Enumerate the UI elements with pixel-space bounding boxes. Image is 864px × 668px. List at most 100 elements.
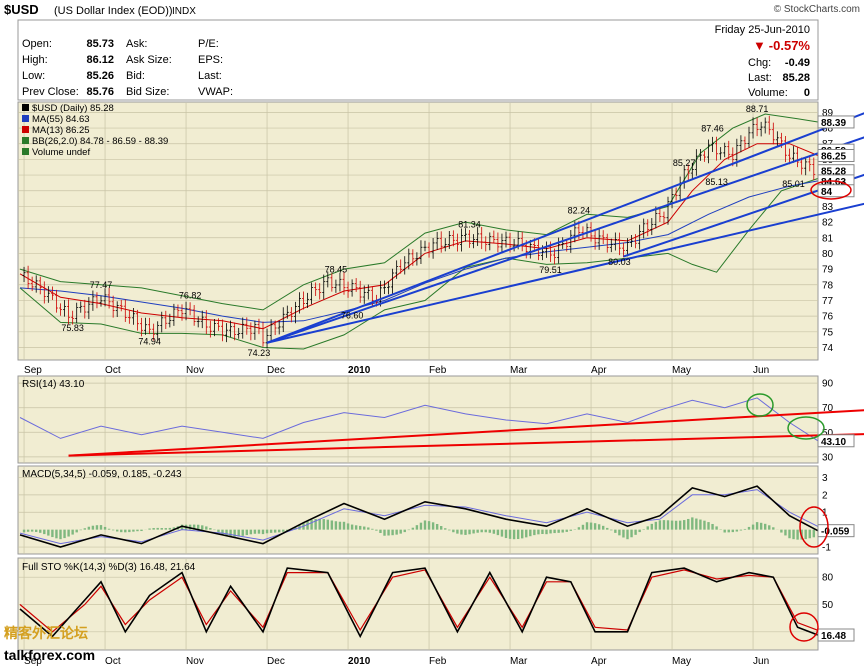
y-tick-label: 70 [822, 403, 834, 414]
macd-highlight-circle [799, 506, 829, 548]
x-tick-label-bottom: May [672, 656, 691, 667]
quote-value: 85.73 [86, 38, 114, 50]
macd-hist-bar [342, 521, 346, 530]
quote-label: P/E: [198, 38, 219, 50]
footer-brand: 精客外汇论坛 [4, 625, 88, 641]
macd-hist-bar [435, 523, 439, 530]
macd-hist-bar [71, 529, 74, 535]
macd-hist-bar [650, 523, 653, 530]
x-tick-label-bottom: 2010 [348, 656, 371, 667]
macd-hist-bar [602, 525, 605, 530]
macd-hist-bar [253, 529, 257, 534]
y-tick-label: 78 [822, 280, 834, 291]
sto-right-label-box [817, 628, 855, 642]
macd-hist-bar [508, 529, 512, 539]
macd-hist-bar [626, 529, 629, 540]
change-percent: -0.57% [769, 38, 811, 53]
macd-hist-bar [371, 528, 374, 530]
macd-hist-bar [666, 520, 670, 530]
footer-site: talkforex.com [4, 647, 95, 663]
macd-hist-bar [743, 528, 747, 530]
sto-panel: 80502016.48 Full STO %K(14,3) %D(3) 16.4… [17, 557, 855, 651]
macd-hist-bar [585, 522, 589, 530]
macd-hist-bar [403, 529, 406, 533]
price-annotation: 87.46 [701, 124, 724, 134]
macd-hist-bar [180, 524, 184, 530]
macd-hist-bar [622, 529, 625, 538]
price-trendline [266, 136, 864, 344]
rsi-highlight-circle-1 [746, 393, 774, 417]
price-right-label: 84.63 [821, 177, 846, 188]
macd-hist-bar [440, 526, 443, 530]
macd-hist-bar [593, 523, 597, 530]
macd-hist-bar [87, 526, 91, 530]
y-tick-label: 2 [822, 490, 828, 501]
x-tick-label-bottom: Sep [24, 656, 42, 667]
x-tick-label-bottom: Apr [591, 656, 607, 667]
macd-hist-bar [63, 529, 66, 539]
macd-hist-bar [695, 518, 698, 530]
macd-hist-bar [411, 527, 415, 530]
rsi-trendline [68, 433, 864, 457]
price-highlight-circle [810, 180, 852, 200]
macd-hist-bar [691, 517, 694, 530]
x-tick-label-bottom: Jun [753, 656, 769, 667]
macd-hist-bar [427, 521, 431, 530]
macd-hist-bar [395, 529, 398, 535]
quote-date: Friday 25-Jun-2010 [715, 24, 810, 36]
macd-title: MACD(5,34,5) -0.059, 0.185, -0.243 [22, 469, 182, 480]
macd-hist-bar [674, 520, 678, 530]
price-annotation: 81.34 [458, 219, 481, 229]
macd-hist-bar [241, 529, 244, 536]
macd-hist-bar [504, 529, 508, 539]
macd-hist-bar [152, 528, 155, 530]
x-tick-label: Sep [24, 365, 42, 376]
price-annotation: 77.47 [90, 280, 113, 290]
quote-label: Last: [198, 70, 222, 82]
quote-label: Bid Size: [126, 86, 169, 98]
macd-hist-bar [75, 529, 78, 533]
macd-hist-bar [168, 527, 172, 530]
macd-hist-bar [703, 520, 706, 530]
macd-hist-bar [460, 529, 463, 535]
macd-hist-bar [569, 529, 572, 531]
sto-right-label: 16.48 [821, 631, 846, 642]
macd-hist-bar [314, 519, 317, 530]
macd-hist-bar [780, 529, 783, 533]
legend-entry: MA(13) 86.25 [32, 125, 90, 136]
macd-hist-bar [111, 529, 115, 531]
y-tick-label: 50 [822, 428, 834, 439]
macd-panel: 321-1-0.059 MACD(5,34,5) -0.059, 0.185, … [17, 465, 855, 555]
macd-hist-bar [565, 529, 568, 532]
legend-entry: BB(26,2.0) 84.78 - 86.59 - 88.39 [32, 136, 168, 147]
y-tick-label: 88 [822, 124, 834, 135]
macd-hist-bar [273, 529, 277, 533]
x-tick-label: Feb [429, 365, 447, 376]
last-label: Last: [748, 72, 772, 84]
rsi-right-label-box [817, 434, 855, 448]
macd-hist-bar [330, 520, 334, 530]
x-tick-label-bottom: Oct [105, 656, 121, 667]
price-annotation: 85.13 [705, 177, 728, 187]
macd-hist-bar [796, 529, 799, 540]
macd-hist-bar [699, 519, 702, 530]
macd-hist-bar [739, 529, 743, 531]
macd-hist-bar [614, 529, 617, 533]
macd-hist-bar [444, 528, 447, 530]
legend-swatch [22, 104, 29, 111]
macd-hist-bar [326, 519, 329, 530]
macd-hist-bar [638, 529, 641, 533]
x-tick-label-bottom: Mar [510, 656, 528, 667]
macd-hist-bar [488, 529, 491, 533]
macd-hist-bar [201, 525, 204, 530]
macd-hist-bar [468, 529, 471, 535]
macd-hist-bar [136, 529, 139, 532]
macd-hist-bar [391, 529, 394, 536]
macd-hist-bar [589, 522, 593, 530]
quote-label: Ask: [126, 38, 147, 50]
x-tick-label: Oct [105, 365, 121, 376]
legend-entry: $USD (Daily) 85.28 [32, 103, 114, 114]
macd-hist-bar [261, 529, 265, 535]
macd-hist-bar [229, 529, 232, 537]
macd-hist-bar [59, 529, 62, 540]
